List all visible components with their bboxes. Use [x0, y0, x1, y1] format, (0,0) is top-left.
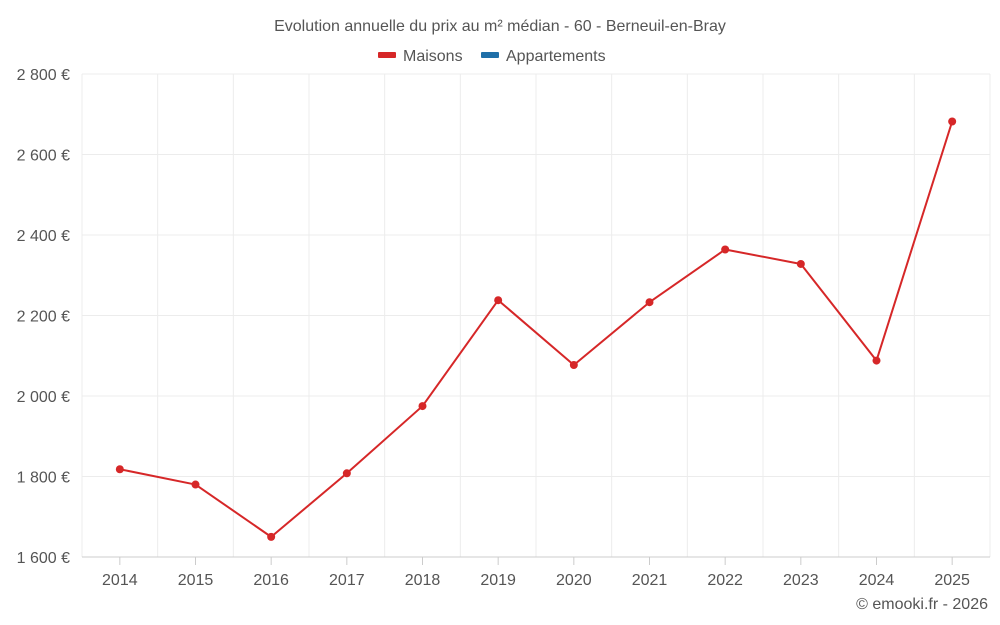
- y-tick-label: 2 000 €: [17, 389, 70, 406]
- legend-label-maisons: Maisons: [403, 48, 463, 65]
- data-point-2025[interactable]: [948, 117, 957, 126]
- legend-label-appartements: Appartements: [506, 48, 606, 65]
- x-tick-label: 2019: [480, 572, 516, 589]
- data-point-2014[interactable]: [115, 465, 124, 474]
- y-tick-label: 1 800 €: [17, 470, 70, 487]
- y-tick-label: 1 600 €: [17, 550, 70, 567]
- x-tick-label: 2024: [859, 572, 895, 589]
- chart-title: Evolution annuelle du prix au m² médian …: [274, 18, 726, 35]
- x-tick-label: 2015: [178, 572, 214, 589]
- y-tick-label: 2 800 €: [17, 67, 70, 84]
- legend-item-appartements[interactable]: Appartements: [481, 48, 606, 65]
- x-tick-label: 2022: [707, 572, 743, 589]
- data-point-2021[interactable]: [645, 298, 654, 307]
- data-point-2023[interactable]: [796, 259, 805, 268]
- y-axis: 1 600 € 1 800 € 2 000 € 2 200 € 2 400 € 2 600…: [17, 67, 70, 567]
- data-point-2015[interactable]: [191, 480, 200, 489]
- data-point-2018[interactable]: [418, 402, 427, 411]
- y-tick-label: 2 600 €: [17, 148, 70, 165]
- legend-swatch-appartements: [481, 52, 499, 58]
- x-tick-label: 2017: [329, 572, 365, 589]
- legend: Maisons Appartements: [378, 48, 606, 65]
- data-point-2019[interactable]: [494, 296, 503, 305]
- data-point-2020[interactable]: [569, 361, 578, 370]
- x-tick-label: 2016: [253, 572, 289, 589]
- data-point-2024[interactable]: [872, 356, 881, 365]
- data-point-2022[interactable]: [721, 245, 730, 254]
- x-axis: 2014 2015 2016 2017 2018 2019 2020 2021 2022 2023…: [82, 556, 990, 589]
- legend-item-maisons[interactable]: Maisons: [378, 48, 463, 65]
- x-tick-label: 2021: [632, 572, 668, 589]
- x-tick-label: 2014: [102, 572, 138, 589]
- data-point-2017[interactable]: [342, 469, 351, 478]
- x-tick-label: 2020: [556, 572, 592, 589]
- x-tick-label: 2018: [405, 572, 441, 589]
- x-tick-label: 2025: [934, 572, 970, 589]
- credit-text: © emooki.fr - 2026: [856, 596, 988, 613]
- series-maisons: [115, 117, 957, 541]
- x-tick-label: 2023: [783, 572, 819, 589]
- legend-swatch-maisons: [378, 52, 396, 58]
- series-line-maisons: [119, 121, 954, 538]
- grid: [81, 73, 991, 558]
- y-tick-label: 2 400 €: [17, 228, 70, 245]
- y-tick-label: 2 200 €: [17, 309, 70, 326]
- data-point-2016[interactable]: [267, 532, 276, 541]
